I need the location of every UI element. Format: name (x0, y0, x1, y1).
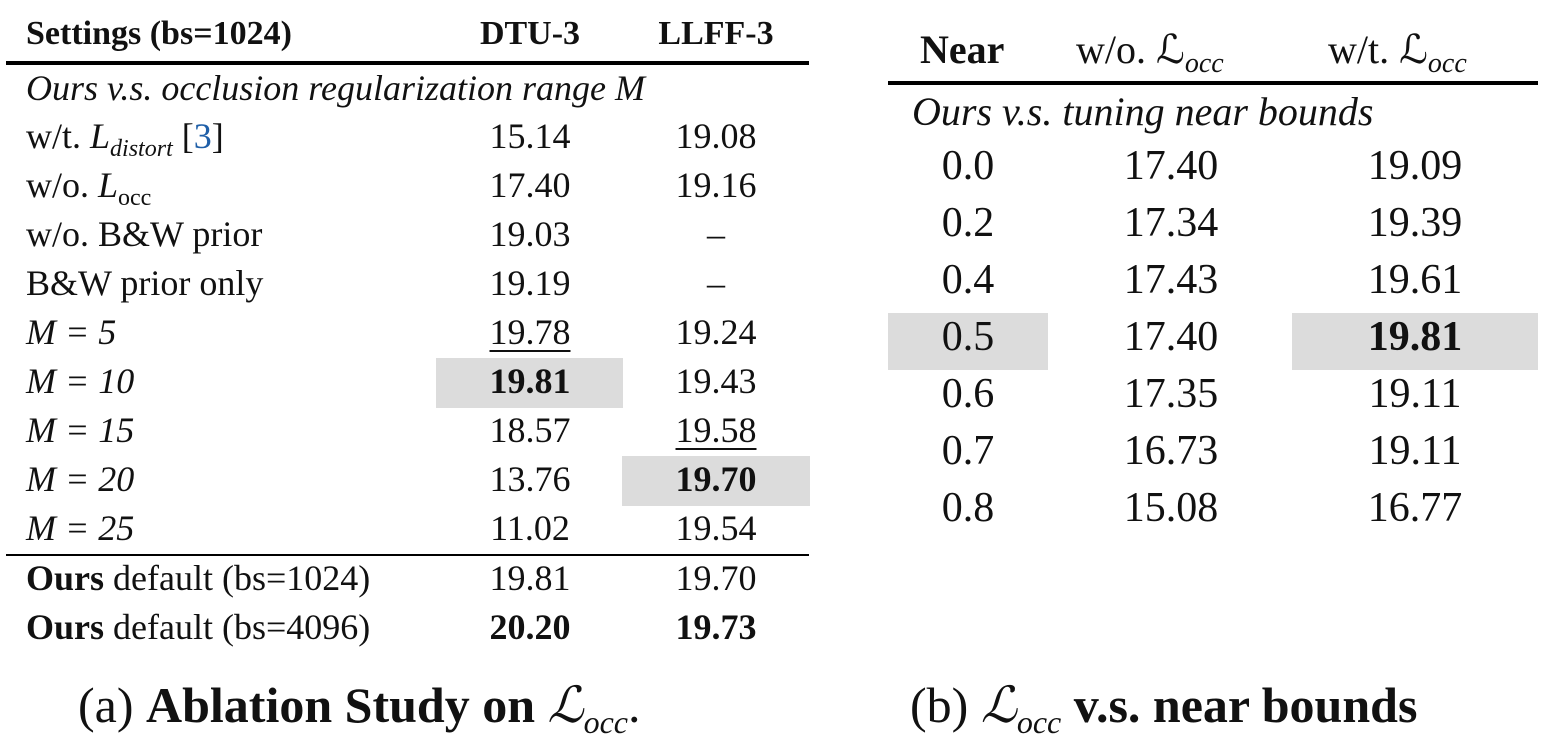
caption-sub: occ (583, 704, 628, 740)
table-b-wo-value: 17.40 (1123, 314, 1219, 360)
caption-sub: occ (1016, 704, 1062, 740)
table-b-wt-value: 19.09 (1367, 143, 1463, 189)
table-a-llff-value: 19.08 (675, 116, 757, 156)
caption-prefix: (a) (78, 677, 146, 733)
table-a-dtu-value: 18.57 (489, 410, 571, 450)
caption-end: . (627, 677, 641, 733)
table-a-llff-value: 19.70 (675, 459, 757, 499)
table-b-near-value: 0.0 (941, 143, 995, 189)
table-b-caption: (b) ℒocc v.s. near bounds (910, 680, 1417, 738)
table-b-near-value: 0.2 (941, 200, 995, 246)
table-a-dtu-value: 19.81 (489, 361, 571, 401)
default-rest: default (bs=4096) (104, 607, 371, 647)
table-b-wt-value: 19.11 (1368, 371, 1462, 417)
table-b-wt-value: 19.81 (1367, 314, 1463, 360)
table-a-default-dtu: 19.81 (489, 558, 571, 598)
table-a-llff-value: 19.54 (675, 508, 757, 548)
table-b-near-value: 0.5 (941, 314, 995, 360)
table-a-llff-value: 19.24 (675, 312, 757, 352)
table-a-row-setting: w/t. Ldistort [3] (26, 116, 224, 163)
table-b-wo-value: 17.34 (1123, 200, 1219, 246)
table-b-near-value: 0.4 (941, 257, 995, 303)
header-wo-sub: occ (1184, 48, 1224, 79)
table-a-top-rule (6, 61, 809, 65)
table-a-llff-value: – (707, 214, 725, 254)
header-wt-sub: occ (1427, 48, 1467, 79)
caption-prefix: (b) (910, 677, 981, 733)
table-a-dtu-value: 19.19 (489, 263, 571, 303)
ours-label: Ours (26, 607, 105, 647)
caption-math: ℒ (547, 677, 584, 733)
default-rest: default (bs=1024) (104, 558, 371, 598)
table-b-highlight-best (1292, 313, 1538, 370)
table-a-dtu-value: 19.03 (489, 214, 571, 254)
table-b-wo-value: 15.08 (1123, 485, 1219, 531)
table-b-wt-value: 19.11 (1368, 428, 1462, 474)
table-a-header-dtu: DTU-3 (479, 15, 581, 52)
table-a-row-setting: B&W prior only (26, 263, 264, 303)
table-b-highlight-near (888, 313, 1048, 370)
table-b-near-value: 0.7 (941, 428, 995, 474)
table-a-llff-value: 19.58 (675, 410, 757, 450)
table-a-dtu-value: 11.02 (490, 508, 570, 548)
table-a-llff-value: 19.16 (675, 165, 757, 205)
table-a-section-label: Ours v.s. occlusion regularization range… (26, 68, 645, 108)
table-a-caption: (a) Ablation Study on ℒocc. (78, 680, 640, 738)
table-b-top-rule (888, 81, 1538, 85)
table-b-wo-value: 17.35 (1123, 371, 1219, 417)
table-a-row-setting: M = 10 (26, 361, 135, 401)
table-a-dtu-value: 17.40 (489, 165, 571, 205)
table-a-mid-rule (6, 554, 809, 556)
table-b-wo-value: 17.43 (1123, 257, 1219, 303)
table-a-default-dtu: 20.20 (489, 607, 571, 647)
table-b-header-near: Near (920, 27, 1005, 72)
table-a-default-label: Ours default (bs=4096) (26, 609, 370, 645)
table-a-header-settings: Settings (bs=1024) (26, 15, 292, 52)
table-b-wo-value: 16.73 (1123, 428, 1219, 474)
table-a-row-setting: M = 15 (26, 410, 135, 450)
table-a-row-setting: w/o. B&W prior (26, 214, 263, 254)
caption-math: ℒ (980, 677, 1017, 733)
table-a-highlight-llff-best (622, 456, 810, 506)
table-a-header-llff: LLFF-3 (658, 15, 774, 52)
table-b-header-wo: w/o. ℒocc (1076, 30, 1224, 78)
caption-bold: v.s. near bounds (1061, 677, 1418, 733)
table-b-wt-value: 16.77 (1367, 485, 1463, 531)
table-b-section-label: Ours v.s. tuning near bounds (912, 89, 1374, 134)
table-a-dtu-value: 13.76 (489, 459, 571, 499)
table-a-dtu-value: 15.14 (489, 116, 571, 156)
table-a-llff-value: – (707, 263, 725, 303)
table-a-row-setting: M = 25 (26, 508, 135, 548)
table-a-default-label: Ours default (bs=1024) (26, 560, 370, 596)
header-wo-text: w/o. ℒ (1076, 27, 1185, 72)
table-a-default-llff: 19.70 (675, 558, 757, 598)
table-a-dtu-value: 19.78 (489, 312, 571, 352)
table-b-near-value: 0.6 (941, 371, 995, 417)
header-wt-text: w/t. ℒ (1328, 27, 1428, 72)
table-b-near-value: 0.8 (941, 485, 995, 531)
table-b-wo-value: 17.40 (1123, 143, 1219, 189)
table-a-default-llff: 19.73 (675, 607, 757, 647)
table-a-row-setting: M = 5 (26, 312, 117, 352)
table-a-llff-value: 19.43 (675, 361, 757, 401)
table-b-wt-value: 19.61 (1367, 257, 1463, 303)
table-a-row-setting: w/o. Locc (26, 165, 152, 212)
table-b-header-wt: w/t. ℒocc (1328, 30, 1467, 78)
table-a-row-setting: M = 20 (26, 459, 135, 499)
caption-bold: Ablation Study on (146, 677, 548, 733)
ours-label: Ours (26, 558, 105, 598)
table-b-wt-value: 19.39 (1367, 200, 1463, 246)
table-a-highlight-dtu-best (436, 358, 623, 408)
